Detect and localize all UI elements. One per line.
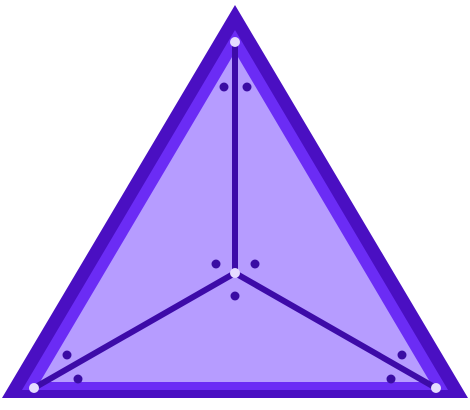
vertex-apex-dot [230, 37, 240, 47]
edge-bottom-right-to-center [232, 270, 439, 391]
angle-marker-center-bottom [230, 291, 240, 301]
angle-marker-bottom-right-lower [386, 374, 396, 384]
angle-marker-bottom-left-upper [62, 350, 72, 360]
angle-marker-apex-left [219, 82, 229, 92]
angle-marker-center-left [211, 259, 221, 269]
angle-marker-apex-right [242, 82, 252, 92]
vertex-center-dot [230, 268, 240, 278]
angle-marker-bottom-left-lower [73, 374, 83, 384]
edge-bottom-left-to-center [31, 270, 238, 391]
angle-marker-bottom-right-upper [397, 350, 407, 360]
vertex-bottom-left-dot [29, 383, 39, 393]
vertex-bottom-right-dot [431, 383, 441, 393]
angle-marker-center-right [250, 259, 260, 269]
